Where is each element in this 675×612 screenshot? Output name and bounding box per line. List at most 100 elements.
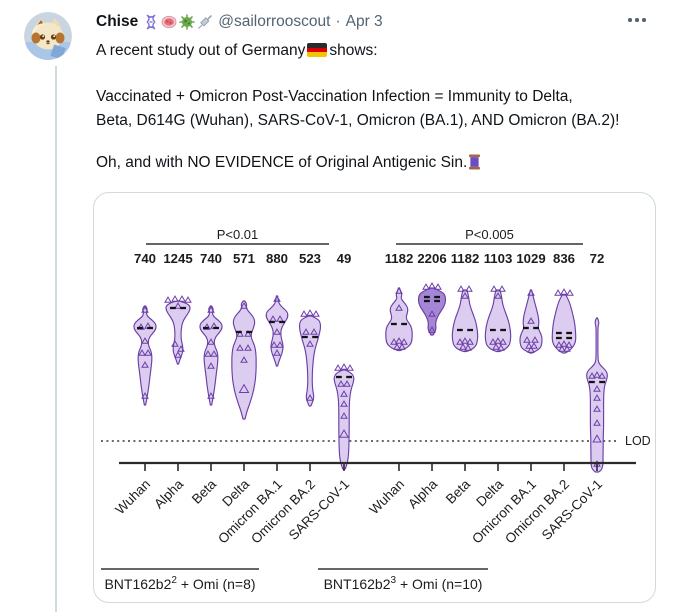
line1-text: A recent study out of Germany bbox=[96, 42, 306, 59]
author-handle[interactable]: @sailorrooscout bbox=[218, 13, 331, 30]
data-point-triangle bbox=[171, 295, 179, 302]
data-point-triangle bbox=[184, 296, 192, 303]
violin-wuhan bbox=[385, 287, 413, 352]
data-point-triangle bbox=[207, 338, 215, 345]
data-point-triangle bbox=[398, 343, 406, 350]
data-point-triangle bbox=[164, 296, 172, 303]
lod-label: LOD bbox=[625, 434, 651, 448]
tweet-paragraph-3: Oh, and with NO EVIDENCE of Original Ant… bbox=[96, 151, 656, 175]
data-point-triangle bbox=[461, 337, 469, 344]
gmt-value: 571 bbox=[233, 251, 255, 266]
data-point-triangle bbox=[422, 283, 430, 290]
data-point-triangle bbox=[340, 400, 348, 407]
more-options-icon[interactable] bbox=[628, 18, 646, 22]
data-point-triangle bbox=[302, 328, 310, 335]
data-point-triangle bbox=[459, 343, 467, 350]
gmt-value: 1182 bbox=[385, 251, 414, 266]
gmt-value: 740 bbox=[134, 251, 156, 266]
group-label: BNT162b22 + Omi (n=8) bbox=[104, 575, 255, 592]
data-point-triangle bbox=[141, 392, 149, 399]
data-point-triangle bbox=[390, 338, 398, 345]
data-point-triangle bbox=[527, 317, 535, 324]
data-point-triangle bbox=[273, 349, 281, 356]
petri-dish-icon bbox=[161, 15, 177, 29]
tweet-line-1: A recent study out of Germany shows: bbox=[96, 39, 656, 63]
data-point-triangle bbox=[236, 344, 244, 351]
data-point-triangle bbox=[531, 336, 539, 343]
data-point-triangle bbox=[456, 338, 464, 345]
avatar[interactable] bbox=[24, 12, 72, 60]
study-figure[interactable]: P<0.01 740 1245 740 571 880 523 49 Wuhan Alpha Bet… bbox=[93, 192, 656, 603]
data-point-triangle bbox=[592, 434, 602, 443]
data-point-triangle bbox=[466, 338, 474, 345]
data-point-triangle bbox=[530, 342, 538, 349]
data-point-triangle bbox=[207, 362, 215, 369]
data-point-triangle bbox=[244, 330, 252, 337]
data-point-triangle bbox=[203, 323, 211, 330]
data-point-triangle bbox=[334, 364, 342, 371]
author-emojis bbox=[143, 14, 213, 30]
gmt-value: 72 bbox=[590, 251, 605, 266]
thread-connector-line bbox=[55, 66, 57, 612]
data-point-triangle bbox=[593, 385, 601, 392]
author-name[interactable]: Chise bbox=[96, 13, 139, 30]
data-point-triangle bbox=[346, 364, 354, 371]
category-label: Alpha bbox=[405, 476, 440, 511]
violin-alpha bbox=[165, 300, 191, 365]
data-point-triangle bbox=[490, 285, 498, 292]
data-point-triangle bbox=[393, 343, 401, 350]
data-point-triangle bbox=[338, 428, 350, 438]
gmt-value: 1245 bbox=[163, 251, 192, 266]
data-point-triangle bbox=[306, 309, 314, 316]
data-point-triangle bbox=[312, 310, 320, 317]
tweet-date[interactable]: Apr 3 bbox=[345, 13, 383, 30]
data-point-triangle bbox=[598, 372, 606, 379]
data-point-triangle bbox=[306, 394, 314, 401]
data-point-triangle bbox=[273, 328, 281, 335]
gmt-value: 740 bbox=[200, 251, 222, 266]
data-point-triangle bbox=[141, 337, 149, 344]
data-point-triangle bbox=[465, 285, 473, 292]
data-point-triangle bbox=[523, 336, 531, 343]
data-point-triangle bbox=[340, 412, 348, 419]
data-point-triangle bbox=[498, 285, 506, 292]
dna-icon bbox=[146, 14, 156, 30]
data-point-triangle bbox=[210, 350, 218, 357]
data-point-triangle bbox=[337, 380, 345, 387]
violin-omicron-ba-2 bbox=[551, 294, 577, 354]
data-point-triangle bbox=[395, 287, 403, 294]
data-point-triangle bbox=[343, 380, 351, 387]
data-point-triangle bbox=[310, 328, 318, 335]
gmt-value: 1182 bbox=[451, 251, 480, 266]
data-point-triangle bbox=[428, 326, 436, 333]
data-point-triangle bbox=[428, 310, 436, 317]
line1-text-after-flag: shows: bbox=[329, 42, 378, 59]
data-point-triangle bbox=[141, 306, 149, 313]
data-point-triangle bbox=[400, 338, 408, 345]
thread-spool-icon bbox=[469, 154, 481, 170]
data-point-triangle bbox=[244, 344, 252, 351]
data-point-triangle bbox=[554, 289, 562, 296]
data-point-triangle bbox=[494, 292, 502, 299]
data-point-triangle bbox=[174, 351, 182, 358]
data-point-triangle bbox=[138, 349, 146, 356]
category-label: Wuhan bbox=[366, 477, 407, 518]
paragraph2-line1: Vaccinated + Omicron Post-Vaccination In… bbox=[96, 88, 573, 105]
data-point-triangle bbox=[395, 304, 403, 311]
data-point-triangle bbox=[560, 288, 568, 295]
violin-delta bbox=[231, 300, 257, 420]
data-point-triangle bbox=[144, 349, 152, 356]
p-value-label: P<0.01 bbox=[217, 227, 259, 242]
data-point-triangle bbox=[204, 350, 212, 357]
data-point-triangle bbox=[497, 344, 505, 351]
tweet-header: Chise @sailor bbox=[96, 13, 383, 31]
data-point-triangle bbox=[593, 405, 601, 412]
data-point-triangle bbox=[276, 341, 284, 348]
data-point-triangle bbox=[563, 345, 571, 352]
violin-omicron-ba-1 bbox=[265, 295, 289, 367]
data-point-triangle bbox=[207, 306, 215, 313]
data-point-triangle bbox=[240, 356, 248, 363]
avatar-image bbox=[24, 12, 72, 60]
violin-omicron-ba-2 bbox=[298, 315, 322, 407]
